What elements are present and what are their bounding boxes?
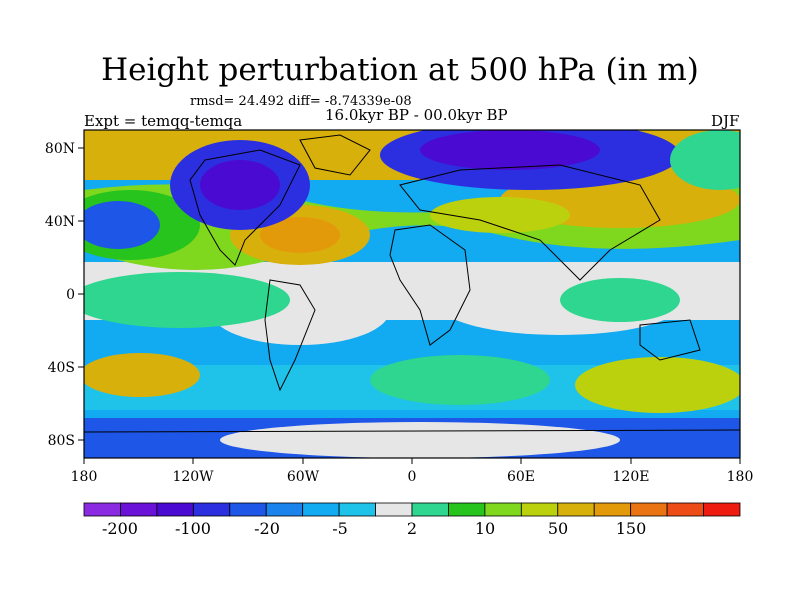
- colorbar-swatch: [338, 502, 376, 517]
- colorbar-label: -20: [254, 519, 280, 538]
- colorbar-label: 10: [475, 519, 495, 538]
- lon-tick: 120W: [172, 469, 214, 485]
- colorbar-swatch: [120, 502, 158, 517]
- lon-tick: 180: [71, 469, 98, 485]
- lon-tick: 60W: [287, 469, 320, 485]
- colorbar-swatch: [520, 502, 559, 517]
- colorbar-swatch: [83, 502, 121, 517]
- colorbar-swatch: [192, 502, 231, 517]
- lon-tick: 120E: [613, 469, 650, 485]
- colorbar-swatch: [229, 502, 267, 517]
- colorbar-swatch: [302, 502, 340, 517]
- lat-tick: 80N: [45, 141, 75, 157]
- colorbar-swatch: [411, 502, 449, 517]
- lat-tick: 40S: [48, 360, 75, 376]
- colorbar-label: 50: [548, 519, 568, 538]
- contour-field: [84, 130, 740, 458]
- lat-tick: 0: [66, 287, 75, 303]
- colorbar-label: -200: [102, 519, 138, 538]
- experiment-label: Expt = temqq-temqa: [84, 112, 243, 130]
- colorbar-swatch: [156, 502, 194, 517]
- lat-tick: 40N: [45, 214, 75, 230]
- period-label: 16.0kyr BP - 00.0kyr BP: [325, 106, 508, 124]
- colorbar-swatch: [265, 502, 304, 517]
- colorbar-swatch: [703, 502, 741, 517]
- season-label: DJF: [711, 112, 740, 130]
- colorbar-swatch: [666, 502, 704, 517]
- colorbar-labels: -200 -100 -20 -5 2 10 50 150: [102, 519, 646, 538]
- ticks: [78, 147, 741, 464]
- lat-tick: 80S: [48, 433, 75, 449]
- colorbar-label: 2: [407, 519, 417, 538]
- colorbar-swatch: [593, 502, 632, 517]
- colorbar-label: -100: [175, 519, 211, 538]
- lat-labels: 80N 40N 0 40S 80S: [45, 141, 75, 449]
- colorbar-swatch: [630, 502, 668, 517]
- stats-line: rmsd= 24.492 diff= -8.74339e-08: [190, 94, 412, 109]
- lon-tick: 0: [408, 469, 417, 485]
- colorbar-label: 150: [616, 519, 647, 538]
- colorbar-swatch: [375, 502, 413, 517]
- colorbar-swatch: [557, 502, 595, 517]
- lon-tick: 180: [727, 469, 754, 485]
- lon-labels: 180 120W 60W 0 60E 120E 180: [71, 469, 754, 485]
- coastlines: [84, 134, 740, 433]
- colorbar: [83, 502, 741, 517]
- colorbar-label: -5: [332, 519, 348, 538]
- colorbar-swatch: [484, 502, 522, 517]
- figure-title: Height perturbation at 500 hPa (in m): [101, 52, 699, 88]
- colorbar-swatch: [448, 502, 486, 517]
- lon-tick: 60E: [507, 469, 535, 485]
